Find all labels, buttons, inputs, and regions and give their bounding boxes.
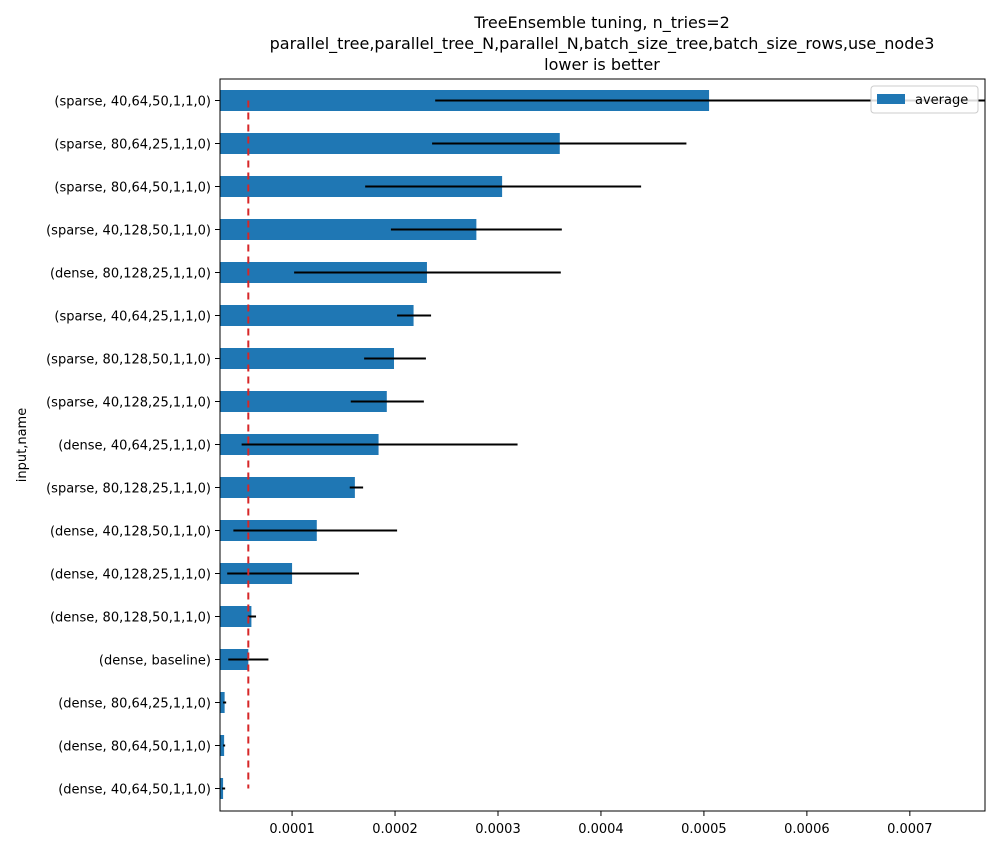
chart-title: TreeEnsemble tuning, n_tries=2parallel_t…	[270, 13, 935, 74]
y-tick-label-dense-80-64-25-1-1-0: (dense, 80,64,25,1,1,0)	[58, 697, 211, 712]
y-tick-label-dense-40-64-50-1-1-0: (dense, 40,64,50,1,1,0)	[58, 783, 211, 798]
y-tick-label-dense-80-128-50-1-1-0: (dense, 80,128,50,1,1,0)	[50, 611, 211, 626]
y-tick-label-dense-baseline: (dense, baseline)	[99, 654, 211, 669]
chart-title-line: parallel_tree,parallel_tree_N,parallel_N…	[270, 34, 935, 54]
x-tick-label: 0.0007	[887, 822, 933, 837]
bar-sparse-40-64-25-1-1-0	[220, 305, 414, 326]
bar-dense-80-128-50-1-1-0	[220, 606, 252, 627]
bar-sparse-40-128-25-1-1-0	[220, 391, 387, 412]
y-tick-label-dense-40-64-25-1-1-0: (dense, 40,64,25,1,1,0)	[58, 439, 211, 454]
chart-title-line: lower is better	[544, 55, 660, 74]
bar-dense-80-64-25-1-1-0	[220, 692, 225, 713]
y-tick-label-dense-80-128-25-1-1-0: (dense, 80,128,25,1,1,0)	[50, 267, 211, 282]
y-tick-label-dense-40-128-25-1-1-0: (dense, 40,128,25,1,1,0)	[50, 568, 211, 583]
y-tick-label-sparse-80-64-50-1-1-0: (sparse, 80,64,50,1,1,0)	[54, 181, 211, 196]
x-axis: 0.0001 0.0002 0.0003 0.0004 0.0005 0.0006 0.00…	[269, 811, 933, 837]
bar-sparse-40-128-50-1-1-0	[220, 219, 477, 240]
y-tick-label-sparse-80-128-25-1-1-0: (sparse, 80,128,25,1,1,0)	[46, 482, 211, 497]
bar-sparse-80-128-50-1-1-0	[220, 348, 395, 369]
bar-sparse-80-64-50-1-1-0	[220, 176, 503, 197]
y-tick-label-sparse-40-128-50-1-1-0: (sparse, 40,128,50,1,1,0)	[46, 224, 211, 239]
y-tick-label-sparse-40-64-50-1-1-0: (sparse, 40,64,50,1,1,0)	[54, 95, 211, 110]
bar-sparse-80-128-25-1-1-0	[220, 477, 355, 498]
y-tick-label-sparse-40-128-25-1-1-0: (sparse, 40,128,25,1,1,0)	[46, 396, 211, 411]
x-tick-label: 0.0001	[269, 822, 315, 837]
x-tick-label: 0.0006	[784, 822, 830, 837]
bar-dense-80-64-50-1-1-0	[220, 735, 225, 756]
y-tick-label-sparse-80-128-50-1-1-0: (sparse, 80,128,50,1,1,0)	[46, 353, 211, 368]
y-axis-label: input,name	[15, 408, 30, 482]
chart-title-line: TreeEnsemble tuning, n_tries=2	[473, 13, 730, 33]
legend-box	[870, 85, 979, 114]
y-tick-label-sparse-40-64-25-1-1-0: (sparse, 40,64,25,1,1,0)	[54, 310, 211, 325]
bar-dense-40-64-50-1-1-0	[220, 778, 224, 799]
x-tick-label: 0.0003	[475, 822, 521, 837]
error-bars-group	[222, 99, 985, 790]
legend: average	[870, 85, 979, 114]
legend-label: average	[915, 93, 968, 108]
y-tick-label-dense-80-64-50-1-1-0: (dense, 80,64,50,1,1,0)	[58, 740, 211, 755]
x-tick-label: 0.0005	[681, 822, 727, 837]
bar-sparse-80-64-25-1-1-0	[220, 133, 560, 154]
x-tick-label: 0.0004	[578, 822, 624, 837]
y-tick-label-sparse-80-64-25-1-1-0: (sparse, 80,64,25,1,1,0)	[54, 138, 211, 153]
y-axis: (sparse, 40,64,50,1,1,0) (sparse, 80,64,2…	[46, 95, 220, 798]
legend-swatch	[877, 94, 905, 104]
x-tick-label: 0.0002	[372, 822, 418, 837]
y-tick-label-dense-40-128-50-1-1-0: (dense, 40,128,50,1,1,0)	[50, 525, 211, 540]
